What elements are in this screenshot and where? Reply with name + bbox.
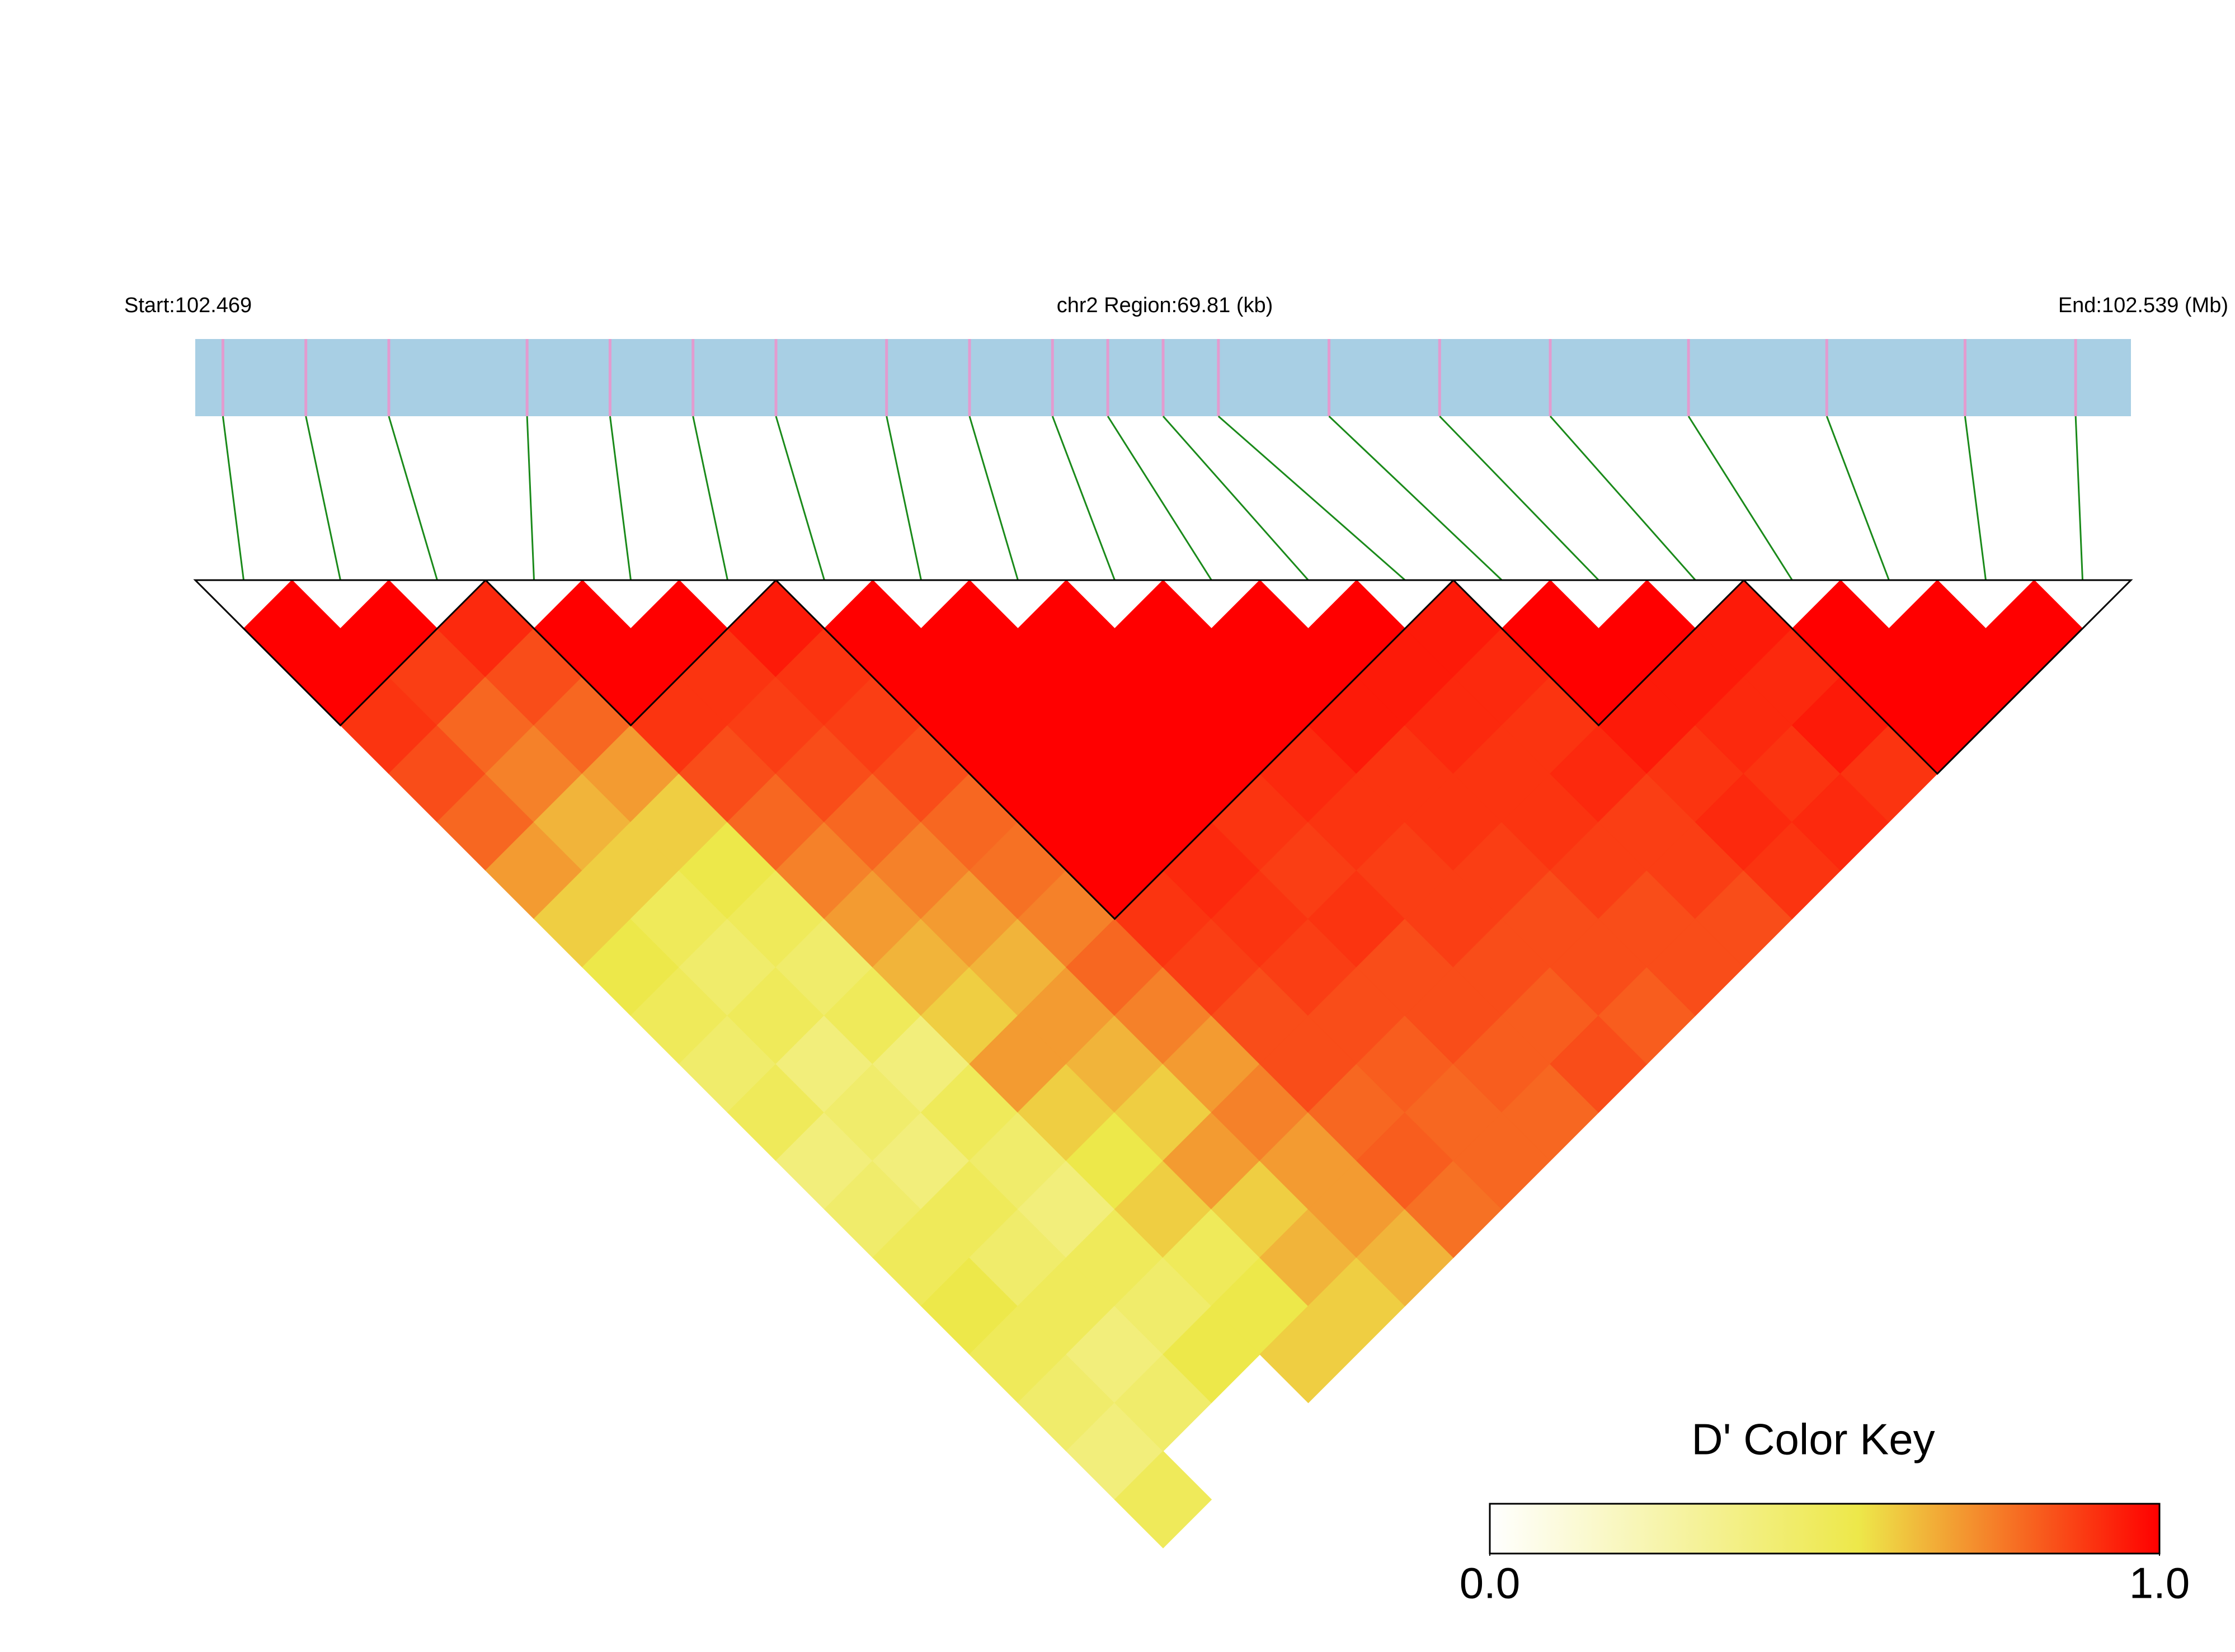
start-label: Start:102.469 — [124, 294, 252, 317]
snp-connector — [2074, 416, 2083, 581]
color-key — [1489, 1503, 2161, 1555]
snp-connector — [886, 416, 922, 581]
haplotype-block — [774, 579, 1456, 920]
key-title: D' Color Key — [1691, 1415, 1935, 1464]
key-tick-label: 0.0 — [1460, 1559, 1520, 1608]
snp-connector — [388, 416, 438, 581]
snp-connector — [1964, 416, 1987, 581]
end-label: End:102.539 (Mb) — [2058, 294, 2228, 317]
snp-connector — [1439, 415, 1599, 581]
snp-connector — [222, 416, 244, 581]
snp-connector — [526, 416, 535, 581]
snp-connector — [1328, 415, 1503, 581]
snp-connector — [1687, 416, 1793, 581]
snp-connector — [1051, 416, 1116, 581]
snp-connector — [968, 416, 1019, 581]
snp-connector — [1217, 415, 1406, 581]
snp-connector — [1162, 416, 1309, 581]
haplotype-block — [483, 579, 778, 727]
snp-connector — [1825, 416, 1890, 581]
key-tick-label: 1.0 — [2129, 1559, 2190, 1608]
snp-connector — [692, 416, 728, 581]
ld-cell — [1114, 1451, 1212, 1549]
snp-connector — [609, 416, 632, 581]
snp-connector — [775, 416, 825, 581]
snp-connector — [1549, 416, 1696, 581]
haplotype-block — [1451, 579, 1746, 727]
snp-connector — [1107, 416, 1212, 581]
haplotype-block — [1742, 579, 2133, 775]
snp-connector — [305, 416, 341, 581]
region-label: chr2 Region:69.81 (kb) — [1057, 294, 1273, 317]
haplotype-block — [193, 579, 488, 727]
